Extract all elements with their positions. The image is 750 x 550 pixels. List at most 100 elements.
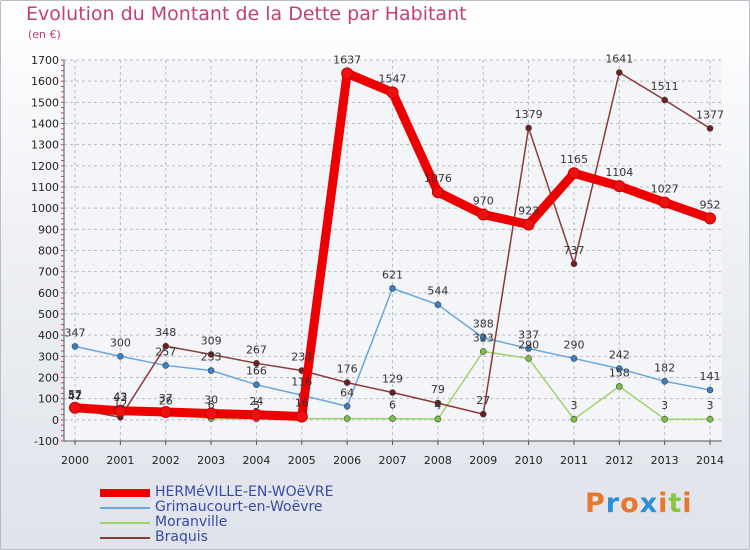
data-label: 1511 bbox=[651, 80, 679, 93]
y-tick-label: 1400 bbox=[31, 118, 59, 131]
legend-swatch-moranville bbox=[100, 522, 150, 524]
data-label: 347 bbox=[65, 326, 86, 339]
y-tick-label: 1300 bbox=[31, 139, 59, 152]
series-point-3 bbox=[479, 410, 487, 418]
y-tick-label: 700 bbox=[38, 266, 59, 279]
data-label: 1547 bbox=[379, 72, 407, 85]
data-label: 12 bbox=[113, 397, 127, 410]
logo-letter: o bbox=[620, 488, 640, 519]
series-point-3 bbox=[525, 124, 532, 132]
data-label: 737 bbox=[563, 244, 584, 257]
series-point-0 bbox=[522, 218, 535, 231]
data-label: 30 bbox=[204, 393, 218, 406]
series-point-0 bbox=[567, 167, 580, 180]
data-label: 3 bbox=[707, 399, 714, 412]
data-label: 1076 bbox=[424, 172, 452, 185]
y-tick-label: 1200 bbox=[31, 160, 59, 173]
x-tick-label: 2006 bbox=[333, 454, 361, 467]
series-point-0 bbox=[386, 86, 399, 99]
series-point-3 bbox=[253, 360, 260, 367]
series-point-1 bbox=[434, 301, 442, 308]
data-label: 3 bbox=[661, 399, 668, 412]
series-point-3 bbox=[343, 379, 351, 386]
logo-letter: i bbox=[658, 488, 669, 519]
series-point-1 bbox=[570, 355, 578, 362]
series-point-2 bbox=[570, 415, 578, 423]
series-point-1 bbox=[117, 353, 124, 360]
series-point-1 bbox=[389, 285, 396, 292]
series-point-3 bbox=[706, 125, 714, 132]
y-tick-label: 1600 bbox=[31, 75, 59, 88]
y-tick-label: -100 bbox=[34, 435, 59, 448]
x-tick-label: 2003 bbox=[197, 454, 225, 467]
series-point-0 bbox=[704, 212, 717, 225]
series-point-2 bbox=[479, 348, 487, 355]
y-tick-label: 800 bbox=[38, 245, 59, 258]
data-label: 6 bbox=[208, 399, 215, 412]
y-tick-label: 500 bbox=[38, 308, 59, 321]
data-label: 42 bbox=[113, 391, 127, 404]
series-point-1 bbox=[616, 365, 623, 372]
data-label: 116 bbox=[291, 375, 312, 388]
y-tick-label: 1100 bbox=[31, 181, 59, 194]
data-label: 300 bbox=[110, 336, 131, 349]
data-label: 43 bbox=[113, 391, 127, 404]
series-point-3 bbox=[207, 351, 215, 358]
logo-letter: i bbox=[682, 488, 693, 519]
series-point-3 bbox=[389, 389, 396, 396]
x-tick-label: 2014 bbox=[696, 454, 724, 467]
data-label: 64 bbox=[340, 386, 354, 399]
series-point-1 bbox=[207, 367, 215, 374]
series-point-2 bbox=[343, 415, 351, 422]
data-label: 27 bbox=[476, 394, 490, 407]
series-point-0 bbox=[431, 186, 444, 199]
series-point-2 bbox=[389, 415, 396, 422]
x-tick-label: 2001 bbox=[106, 454, 134, 467]
series-point-0 bbox=[477, 208, 490, 221]
data-label: 24 bbox=[249, 395, 263, 408]
data-label: 348 bbox=[155, 326, 176, 339]
series-point-1 bbox=[162, 362, 170, 369]
data-label: 47 bbox=[68, 390, 82, 403]
series-point-1 bbox=[343, 402, 351, 410]
data-label: 37 bbox=[159, 392, 173, 405]
series-point-1 bbox=[479, 334, 487, 342]
y-tick-label: 200 bbox=[38, 372, 59, 385]
data-label: 923 bbox=[518, 204, 539, 217]
logo-letter: x bbox=[639, 488, 659, 519]
series-point-0 bbox=[250, 408, 263, 421]
y-tick-label: 900 bbox=[38, 223, 59, 236]
data-label: 182 bbox=[654, 361, 675, 374]
series-point-3 bbox=[661, 96, 668, 104]
series-point-0 bbox=[205, 407, 218, 420]
series-point-0 bbox=[613, 180, 626, 193]
x-tick-label: 2011 bbox=[560, 454, 588, 467]
data-label: 242 bbox=[609, 349, 630, 362]
x-tick-label: 2009 bbox=[469, 454, 497, 467]
y-tick-label: 1700 bbox=[31, 54, 59, 67]
x-tick-label: 2013 bbox=[651, 454, 679, 467]
y-tick-label: 1500 bbox=[31, 96, 59, 109]
series-point-0 bbox=[69, 401, 81, 414]
logo-letter: t bbox=[668, 488, 683, 519]
series-point-3 bbox=[616, 69, 623, 76]
data-label: 129 bbox=[382, 373, 403, 386]
series-point-1 bbox=[706, 386, 714, 394]
data-label: 4 bbox=[434, 399, 441, 412]
data-label: 257 bbox=[155, 345, 176, 358]
y-tick-label: 0 bbox=[52, 414, 59, 427]
x-tick-label: 2012 bbox=[605, 454, 633, 467]
y-tick-label: 300 bbox=[38, 350, 59, 363]
data-label: 1165 bbox=[560, 153, 588, 166]
proxiti-logo: Proxiti bbox=[585, 488, 693, 519]
data-label: 544 bbox=[427, 285, 448, 298]
y-tick-label: 100 bbox=[38, 393, 59, 406]
x-tick-label: 2010 bbox=[515, 454, 543, 467]
data-label: 267 bbox=[246, 343, 267, 356]
series-point-0 bbox=[295, 410, 308, 423]
data-label: 57 bbox=[68, 388, 82, 401]
legend-swatch-braquis bbox=[100, 537, 150, 539]
data-label: 79 bbox=[431, 383, 445, 396]
chart-subtitle: (en €) bbox=[28, 28, 61, 41]
data-label: 5 bbox=[253, 399, 260, 412]
